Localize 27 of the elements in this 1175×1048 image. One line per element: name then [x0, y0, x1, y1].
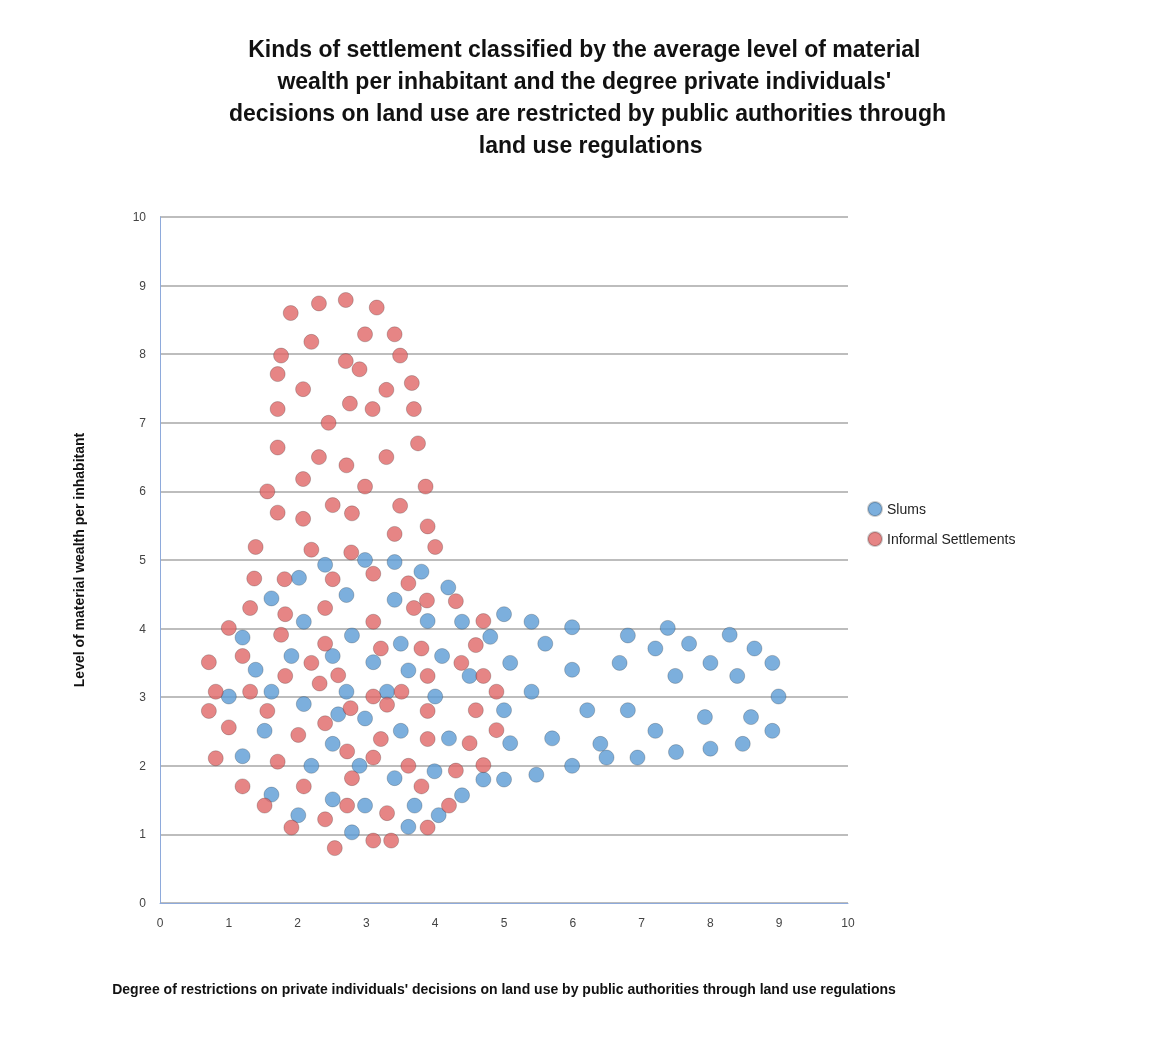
- y-tick-label: 1: [139, 827, 147, 842]
- y-tick-label: 8: [139, 347, 147, 362]
- y-tick-label: 5: [139, 553, 147, 567]
- y-tick-label: 4: [139, 621, 147, 636]
- y-tick-label: 3: [139, 690, 147, 705]
- y-tick-label: 7: [139, 415, 147, 430]
- legend-label: Informal Settlements: [887, 531, 1016, 547]
- x-tick-label: 4: [431, 916, 439, 930]
- x-tick-label: 9: [775, 916, 783, 930]
- y-tick-label: 2: [139, 758, 147, 773]
- chart-title: Kinds of settlement classified by the average level of material wealth per inhabitant and the degree private individuals' decisions on land use are restricted by public authorities through land use regulations: [229, 36, 946, 158]
- y-axis-title: Level of material wealth per inhabitant: [71, 432, 87, 688]
- x-tick-label: 2: [294, 916, 302, 930]
- x-tick-label: 3: [363, 916, 371, 930]
- y-tick-label: 0: [139, 896, 147, 910]
- x-tick-label: 7: [638, 916, 646, 930]
- x-tick-label: 10: [841, 916, 855, 930]
- x-tick-label: 5: [500, 916, 508, 930]
- legend-label: Slums: [887, 501, 926, 517]
- x-axis-title: Degree of restrictions on private individuals' decisions on land use by public authorities through land use regulations: [112, 981, 896, 997]
- x-tick-label: 1: [225, 916, 233, 930]
- y-tick-label: 10: [132, 210, 147, 224]
- x-tick-label: 6: [569, 916, 577, 930]
- x-tick-label: 0: [156, 916, 164, 930]
- y-tick-label: 9: [139, 278, 147, 293]
- x-tick-label: 8: [707, 916, 715, 930]
- y-tick-label: 6: [139, 484, 147, 499]
